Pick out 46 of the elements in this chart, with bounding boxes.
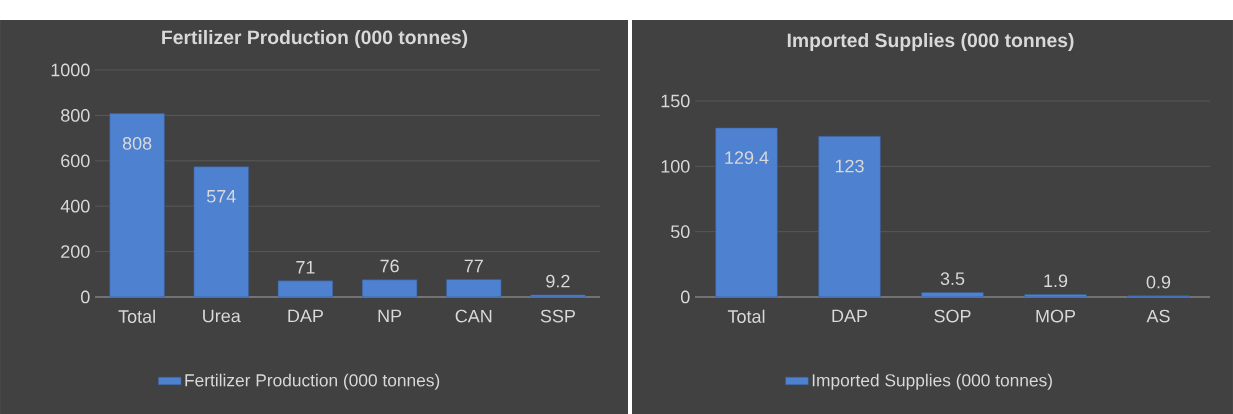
data-label: 77: [464, 259, 483, 273]
data-label: 129.4: [725, 151, 769, 165]
y-tick-label: 800: [61, 109, 90, 122]
x-tick-label: AS: [1146, 309, 1170, 323]
data-label: 0.9: [1146, 275, 1171, 289]
legend-label: Fertilizer Production (000 tonnes): [185, 373, 440, 390]
data-label: 123: [835, 159, 864, 173]
y-tick-label: 200: [61, 245, 90, 258]
data-label: 1.9: [1044, 274, 1068, 288]
data-label: 574: [206, 190, 236, 203]
bar: [277, 280, 334, 298]
bar: [109, 113, 165, 298]
x-tick-label: Total: [727, 309, 765, 323]
bar: [921, 292, 984, 298]
x-tick-label: MOP: [1036, 309, 1076, 323]
legend-label: Imported Supplies (000 tonnes): [812, 373, 1052, 390]
data-label: 71: [296, 261, 315, 274]
data-label: 3.5: [940, 272, 965, 286]
y-tick-label: 600: [61, 154, 90, 168]
x-tick-label: NP: [378, 309, 402, 323]
x-tick-label: CAN: [455, 309, 492, 323]
y-tick-label: 0: [81, 290, 90, 304]
y-tick-label: 100: [661, 159, 690, 173]
data-label: 808: [122, 136, 152, 150]
y-tick-label: 0: [680, 290, 690, 304]
chart-title: Imported Supplies (000 tonnes): [787, 32, 1074, 52]
data-label: 76: [380, 259, 399, 273]
chart-title: Fertilizer Production (000 tonnes): [162, 29, 468, 49]
x-tick-label: Urea: [203, 309, 241, 323]
bar: [1024, 294, 1087, 298]
y-tick-label: 1000: [51, 63, 90, 77]
bar: [715, 127, 778, 298]
data-label: 9.2: [546, 274, 570, 288]
x-tick-label: SOP: [934, 309, 971, 323]
x-tick-label: DAP: [832, 309, 868, 323]
bar: [193, 166, 249, 298]
bar: [361, 279, 418, 298]
y-tick-label: 400: [60, 199, 90, 213]
x-tick-label: SSP: [540, 309, 575, 323]
bar: [446, 279, 502, 298]
x-tick-label: Total: [118, 309, 155, 323]
x-tick-label: DAP: [288, 309, 323, 323]
bar: [818, 136, 881, 298]
y-tick-label: 50: [670, 225, 690, 239]
y-tick-label: 150: [661, 94, 690, 108]
bar: [530, 294, 586, 298]
